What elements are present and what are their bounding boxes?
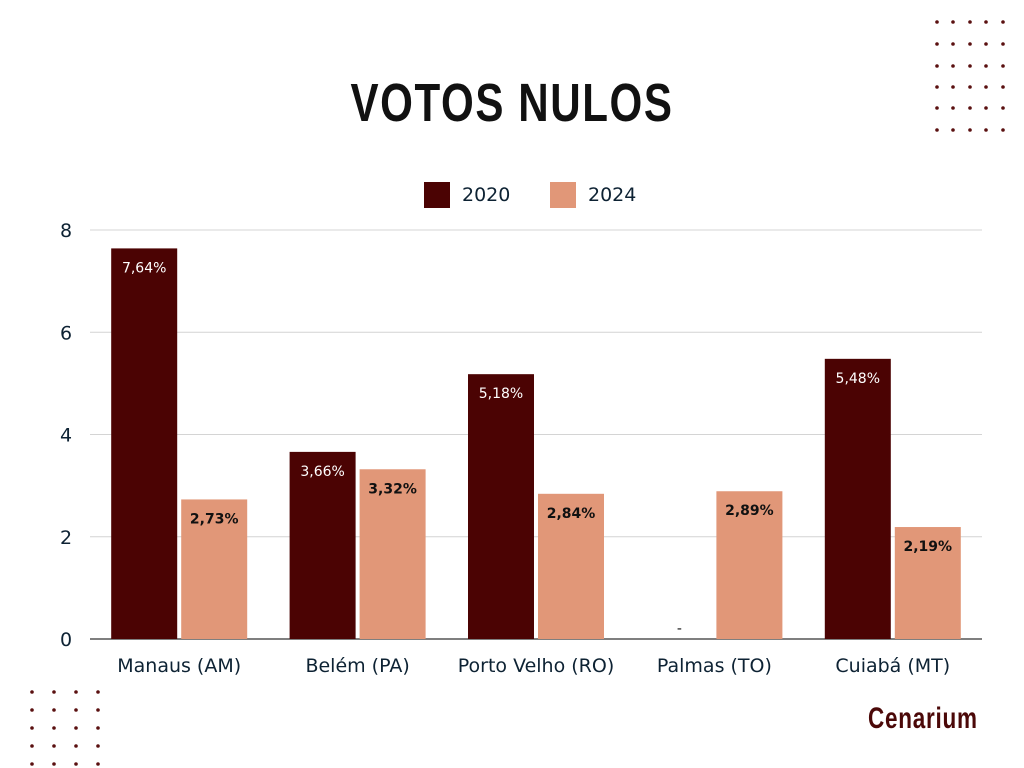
decor-dot [96, 744, 100, 748]
decor-dot [52, 744, 56, 748]
decor-dot [1001, 85, 1005, 89]
decor-dot [951, 85, 955, 89]
decor-dot [968, 42, 972, 46]
decor-dot [74, 744, 78, 748]
decor-dot [968, 85, 972, 89]
decor-dot [935, 64, 939, 68]
decor-dot [30, 762, 34, 766]
decor-dot [1001, 128, 1005, 132]
bar-2020 [289, 451, 356, 639]
x-tick-label: Belém (PA) [305, 655, 409, 677]
bar-2024 [181, 499, 248, 639]
decor-dot [74, 726, 78, 730]
decor-dot [951, 64, 955, 68]
x-tick-label: Manaus (AM) [117, 655, 241, 677]
decor-dot [52, 690, 56, 694]
y-tick-label: 8 [60, 220, 72, 242]
decor-dot [968, 64, 972, 68]
data-label: 3,66% [300, 464, 344, 480]
decor-dot [984, 42, 988, 46]
legend-label-2024: 2024 [588, 184, 637, 206]
data-label: 2,89% [725, 503, 774, 519]
decor-dot [984, 106, 988, 110]
decor-dot [984, 64, 988, 68]
x-tick-label: Porto Velho (RO) [458, 655, 615, 677]
decor-dot [74, 762, 78, 766]
cenarium-logo: Cenarium [868, 702, 978, 735]
decor-dot [968, 128, 972, 132]
decor-dot [935, 128, 939, 132]
decor-dot [1001, 42, 1005, 46]
decor-dot [30, 708, 34, 712]
decor-dot [984, 85, 988, 89]
decor-dot [30, 690, 34, 694]
x-tick-label: Cuiabá (MT) [835, 655, 950, 677]
decor-dot [96, 708, 100, 712]
bar-2024 [359, 469, 426, 639]
decor-dot [935, 42, 939, 46]
decor-dot [984, 20, 988, 24]
decor-dot [52, 726, 56, 730]
data-label: 2,84% [547, 506, 596, 522]
legend-item-2024: 2024 [550, 182, 636, 208]
decor-dot [74, 690, 78, 694]
decor-dot [951, 42, 955, 46]
bar-2020 [111, 248, 178, 639]
y-tick-label: 4 [60, 425, 72, 447]
decor-dot [951, 106, 955, 110]
x-tick-label: Palmas (TO) [657, 655, 772, 677]
decor-dot [935, 20, 939, 24]
chart-title: VOTOS NULOS [350, 73, 674, 133]
bar-2020 [468, 374, 534, 639]
decor-dot [968, 106, 972, 110]
decor-dot [30, 744, 34, 748]
legend-swatch-2024 [550, 182, 576, 208]
data-label: - [677, 621, 682, 637]
data-label: 2,19% [904, 539, 953, 555]
decor-dot [52, 708, 56, 712]
bar-2024 [716, 491, 783, 639]
decor-dot [1001, 64, 1005, 68]
y-tick-label: 0 [60, 629, 72, 651]
decor-dot [935, 106, 939, 110]
y-tick-label: 2 [60, 527, 72, 549]
decor-dot [96, 762, 100, 766]
data-label: 7,64% [122, 260, 166, 276]
decor-dot [30, 726, 34, 730]
decor-dot [968, 20, 972, 24]
legend-label-2020: 2020 [462, 184, 511, 206]
bar-2024 [894, 527, 961, 639]
data-label: 5,18% [479, 386, 523, 402]
decor-dot [951, 128, 955, 132]
data-label: 5,48% [836, 371, 880, 387]
decor-dot [74, 708, 78, 712]
decor-dot [984, 128, 988, 132]
data-label: 3,32% [368, 481, 417, 497]
decor-dot [52, 762, 56, 766]
y-tick-label: 6 [60, 322, 72, 344]
legend-swatch-2020 [424, 182, 450, 208]
decor-dot [935, 85, 939, 89]
decor-dot [96, 690, 100, 694]
bar-2024 [538, 493, 604, 639]
decor-dot [1001, 106, 1005, 110]
decor-dot [951, 20, 955, 24]
data-label: 2,73% [190, 511, 239, 527]
decor-dot [96, 726, 100, 730]
bar-2020 [824, 358, 891, 639]
decor-dot [1001, 20, 1005, 24]
legend-item-2020: 2020 [424, 182, 510, 208]
